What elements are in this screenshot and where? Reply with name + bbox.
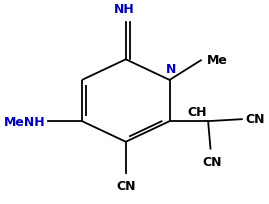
Text: NH: NH	[114, 3, 135, 16]
Text: MeNH: MeNH	[4, 115, 46, 128]
Text: CN: CN	[245, 112, 265, 125]
Text: CN: CN	[116, 179, 136, 192]
Text: Me: Me	[207, 53, 228, 67]
Text: N: N	[166, 63, 176, 76]
Text: CN: CN	[202, 155, 221, 168]
Text: CH: CH	[187, 106, 207, 119]
